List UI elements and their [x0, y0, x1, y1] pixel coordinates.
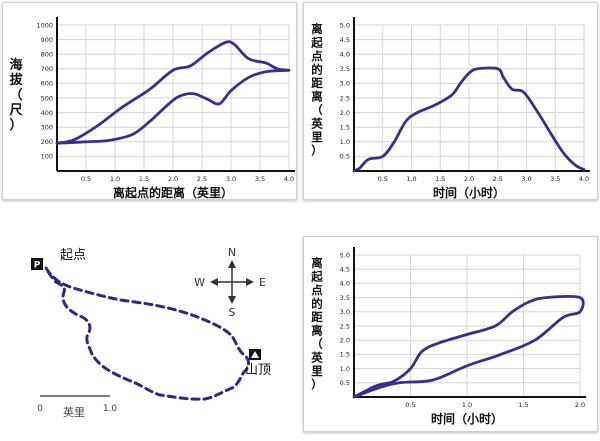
- y-tick-label: 4.0: [340, 280, 350, 288]
- distance-time-chart-2: 0.5 1.0 1.5 2.0 0.5 1.0 1.5 2.0 2.5 3.0 3.5 4.0 4.5 5…: [310, 247, 586, 426]
- elevation-chart-panel: 0.5 1.0 1.5 2.0 2.5 3.0 3.5 4.0 100 200 300 400 500 6…: [2, 2, 297, 200]
- x-tick-label: 3.0: [521, 175, 531, 183]
- x-tick-label: 2.0: [575, 401, 585, 409]
- distance-time-chart-1-panel: 0.5 1.0 1.5 2.0 2.5 3.0 3.5 4.0 0.5 1.0 1.5 2.0 2.5 3…: [303, 2, 598, 200]
- parking-icon: [31, 258, 43, 270]
- x-tick-label: 1.5: [518, 401, 528, 409]
- y-tick-label: 5.0: [340, 251, 350, 259]
- compass-south: S: [229, 306, 236, 319]
- series-line: [55, 68, 291, 145]
- y-tick-label: 900: [41, 36, 53, 44]
- compass-west: W: [194, 276, 205, 289]
- x-tick-label: 3.5: [550, 175, 560, 183]
- series-line: [352, 66, 586, 173]
- y-axis-label: 离起点的距离（英里）: [310, 22, 323, 158]
- trail-map: P 起点 山顶 N S W E 0 1.0 英里: [0, 232, 300, 441]
- distance-time-chart-1: 0.5 1.0 1.5 2.0 2.5 3.0 3.5 4.0 0.5 1.0 1.5 2.0 2.5 3…: [310, 17, 590, 200]
- y-tick-label: 100: [41, 153, 53, 161]
- x-tick-label: 2.0: [464, 175, 474, 183]
- x-tick-label: 2.5: [197, 175, 207, 183]
- y-tick-label: 500: [41, 94, 53, 102]
- y-tick-label: 2.0: [340, 337, 350, 345]
- x-tick-label: 1.0: [406, 175, 416, 183]
- y-tick-label: 2.0: [340, 109, 350, 117]
- x-tick-label: 3.5: [255, 175, 265, 183]
- x-tick-label: 1.0: [110, 175, 120, 183]
- y-axis-label: 海拔（尺）: [9, 57, 23, 133]
- x-axis-label: 时间（小时）: [431, 411, 503, 426]
- y-tick-label: 5.0: [340, 21, 350, 29]
- x-tick-label: 2.5: [493, 175, 503, 183]
- compass-north: N: [228, 246, 236, 259]
- y-tick-label: 600: [41, 80, 53, 88]
- summit-label: 山顶: [245, 363, 271, 378]
- y-tick-label: 3.5: [340, 65, 350, 73]
- x-tick-label: 0.5: [81, 175, 91, 183]
- parking-icon-letter: P: [34, 261, 41, 271]
- y-tick-label: 200: [41, 138, 53, 146]
- series-line: [55, 40, 291, 145]
- y-tick-label: 1000: [36, 21, 53, 29]
- y-tick-label: 3.0: [340, 308, 350, 316]
- y-tick-label: 1.5: [340, 351, 350, 359]
- compass-east: E: [259, 276, 266, 289]
- y-tick-label: 3.0: [340, 80, 350, 88]
- x-tick-label: 1.5: [139, 175, 149, 183]
- scale-unit: 英里: [63, 405, 85, 419]
- y-tick-label: 4.5: [340, 266, 350, 274]
- start-label: 起点: [60, 248, 86, 263]
- y-tick-label: 4.0: [340, 51, 350, 59]
- x-tick-label: 2.0: [168, 175, 178, 183]
- x-tick-label: 4.0: [284, 175, 294, 183]
- y-tick-label: 0.5: [340, 379, 350, 387]
- x-axis-label: 离起点的距离（英里）: [113, 185, 233, 200]
- y-axis-label: 离起点的距离（英里）: [310, 256, 323, 392]
- x-tick-label: 1.0: [462, 401, 472, 409]
- x-axis-label: 时间（小时）: [433, 185, 505, 200]
- elevation-chart: 0.5 1.0 1.5 2.0 2.5 3.0 3.5 4.0 100 200 300 400 500 6…: [9, 17, 295, 200]
- y-tick-label: 4.5: [340, 36, 350, 44]
- y-tick-label: 3.5: [340, 294, 350, 302]
- y-tick-label: 1.0: [340, 365, 350, 373]
- trail-map-svg: P 起点 山顶 N S W E 0 1.0 英里: [31, 246, 271, 419]
- y-tick-label: 700: [41, 65, 53, 73]
- x-tick-label: 0.5: [378, 175, 388, 183]
- y-tick-label: 400: [41, 109, 53, 117]
- y-tick-label: 1.0: [340, 138, 350, 146]
- summit-icon-peak: [251, 351, 259, 358]
- scale-zero: 0: [37, 404, 43, 414]
- y-tick-label: 800: [41, 51, 53, 59]
- scale-end: 1.0: [103, 404, 118, 414]
- trail-path: [44, 267, 250, 401]
- y-tick-label: 0.5: [340, 153, 350, 161]
- x-tick-label: 3.0: [226, 175, 236, 183]
- y-tick-label: 2.5: [340, 94, 350, 102]
- series-line: [352, 294, 585, 399]
- distance-time-chart-2-panel: 0.5 1.0 1.5 2.0 0.5 1.0 1.5 2.0 2.5 3.0 3.5 4.0 4.5 5…: [303, 236, 598, 432]
- y-tick-label: 1.5: [340, 124, 350, 132]
- y-tick-label: 2.5: [340, 322, 350, 330]
- x-tick-label: 4.0: [579, 175, 589, 183]
- x-tick-label: 0.5: [405, 401, 415, 409]
- compass-icon: [210, 260, 254, 304]
- x-tick-label: 1.5: [435, 175, 445, 183]
- y-tick-label: 300: [41, 124, 53, 132]
